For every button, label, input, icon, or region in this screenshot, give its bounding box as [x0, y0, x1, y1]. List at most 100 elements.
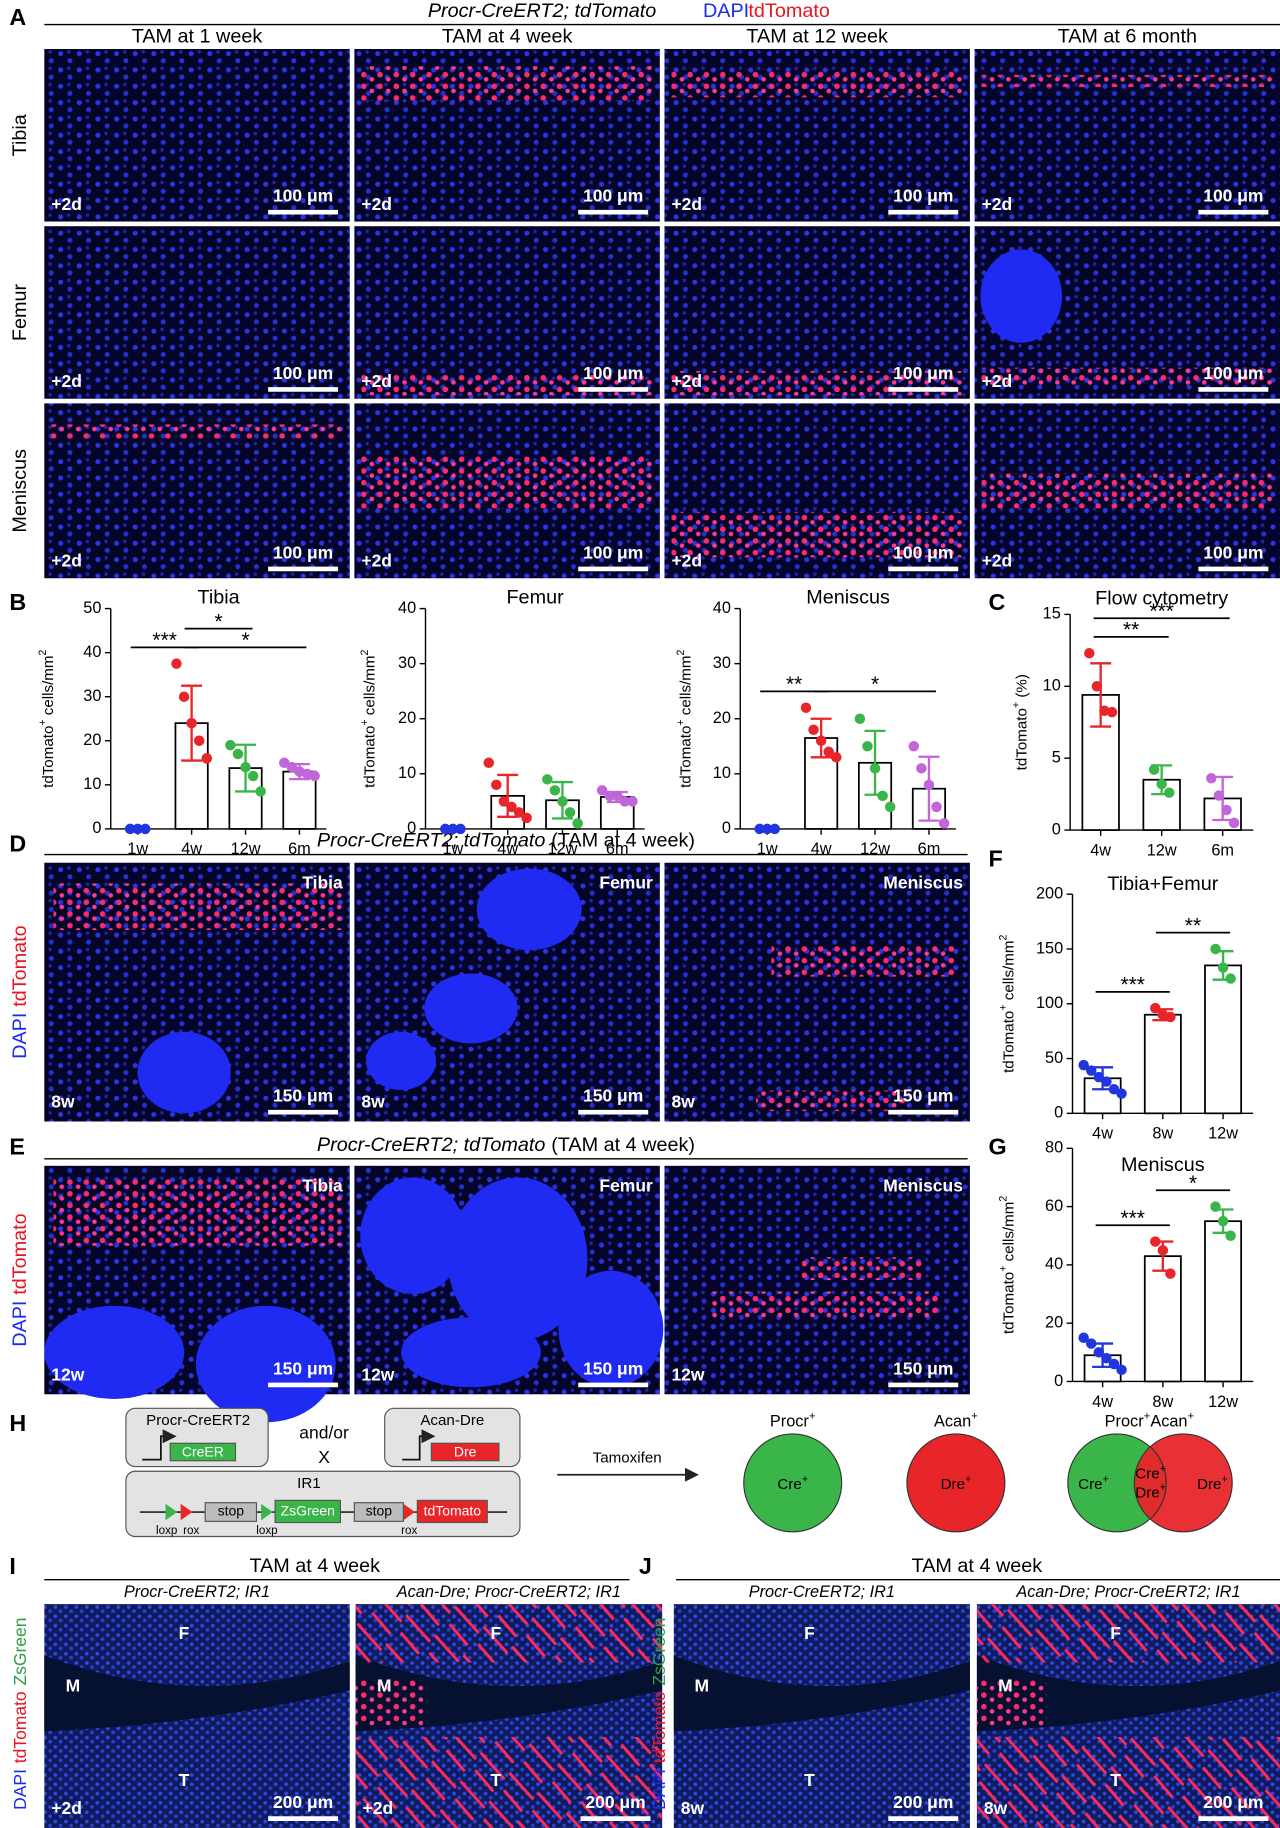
label-part: Cre [777, 1476, 801, 1493]
signal-overlay [355, 1678, 426, 1726]
x-tick-label: 6m [1211, 841, 1234, 859]
allele-name: Procr-CreERT2 [146, 1412, 250, 1429]
panel-header: Procr-CreERT2; tdTomato (TAM at 4 week) [317, 830, 695, 852]
scale-bar-label: 100 μm [583, 186, 643, 206]
gene-box [416, 1499, 488, 1524]
data-point [1213, 790, 1225, 801]
timepoint: +2d [363, 1798, 394, 1818]
row-label: Tibia [9, 113, 31, 156]
scale-bar-label: 100 μm [893, 542, 953, 562]
data-point [938, 818, 950, 829]
data-point [1150, 1236, 1161, 1247]
data-point [1225, 1230, 1236, 1241]
data-point [1221, 804, 1232, 816]
y-tick-label: 30 [398, 654, 416, 672]
timepoint: +2d [671, 371, 702, 391]
gene-label: Dre [454, 1443, 477, 1459]
joint-space [976, 1655, 1280, 1732]
label-part: cells/mm [678, 655, 695, 719]
label-part: 2 [37, 649, 49, 655]
label-part: 2 [998, 1196, 1010, 1202]
y-tick-label: 0 [1054, 1372, 1063, 1390]
scale-bar-label: 150 μm [893, 1358, 953, 1378]
row-label: Femur [9, 283, 31, 341]
circle-inner: Dre+ [1197, 1473, 1228, 1493]
micrograph [664, 226, 970, 399]
x-tick-label: 6m [288, 840, 311, 858]
data-point [140, 823, 151, 835]
data-point [761, 823, 773, 835]
data-point [769, 823, 781, 835]
signal-overlay [981, 74, 1274, 87]
y-tick-label: 80 [1045, 1139, 1063, 1157]
y-tick-label: 0 [92, 819, 101, 837]
y-tick-label: 0 [1054, 1104, 1063, 1122]
panel-label: G [989, 1133, 1007, 1159]
region-label: M [998, 1676, 1013, 1696]
data-point [831, 752, 842, 763]
joint-space [673, 1655, 970, 1732]
signal-overlay [981, 367, 1274, 385]
label-part: + [1160, 1463, 1166, 1475]
label-part: Dre [1197, 1476, 1221, 1493]
chart-title: Femur [506, 586, 564, 608]
scale-bar-label: 200 μm [893, 1792, 953, 1812]
genotype: Acan-Dre; Procr-CreERT2; IR1 [1015, 1583, 1240, 1601]
panel-header: Procr-CreERT2; tdTomato (TAM at 4 week) [317, 1134, 695, 1156]
genotype: Procr-CreERT2; tdTomato [428, 0, 656, 22]
label-part: cells/mm [1001, 941, 1018, 1005]
timepoint: 8w [671, 1091, 695, 1111]
scale-bar-label: 150 μm [583, 1358, 643, 1378]
stain-tdtomato: tdTomato [9, 925, 31, 1006]
signal-overlay [756, 1090, 909, 1112]
signal-overlay [981, 473, 1274, 509]
scale-bar-label: 150 μm [893, 1086, 953, 1106]
data-point [1091, 681, 1103, 692]
timepoint: +2d [671, 194, 702, 214]
x-tick-label: 6m [606, 840, 629, 858]
data-point [178, 691, 190, 702]
y-axis-label: tdTomato+ cells/mm2 [998, 935, 1018, 1073]
data-point [1217, 962, 1229, 973]
signal-overlay [976, 1737, 1280, 1828]
chart-title: Flow cytometry [1095, 587, 1228, 609]
panel-label: D [9, 830, 26, 856]
promoter-arrow [402, 1429, 436, 1461]
timepoint: 8w [984, 1798, 1008, 1818]
data-point [232, 748, 244, 760]
significance-label: * [214, 610, 222, 633]
significance-label: * [1189, 1172, 1197, 1195]
label-part: cells/mm [1001, 1202, 1018, 1266]
timepoint: +2d [982, 551, 1013, 571]
y-axis-label: tdTomato+ (%) [1010, 674, 1030, 770]
y-tick-label: 40 [398, 599, 416, 617]
signal-overlay [361, 455, 653, 509]
panel-label: F [989, 846, 1003, 872]
scale-bar-label: 150 μm [273, 1358, 333, 1378]
region-label: F [1110, 1623, 1121, 1643]
gene-label: ZsGreen [281, 1503, 335, 1519]
genotype: Procr-CreERT2; tdTomato [317, 1134, 545, 1156]
column-title: TAM at 6 month [1058, 26, 1197, 48]
gene-box [274, 1499, 341, 1524]
data-point [1164, 787, 1175, 798]
circle-inner: Cre+ [1078, 1473, 1109, 1493]
scale-bar-label: 100 μm [273, 363, 333, 383]
data-point [498, 796, 510, 807]
timepoint: +2d [361, 194, 392, 214]
stain-label: DAPI tdTomato ZsGreen [10, 1618, 30, 1810]
data-point [201, 753, 213, 764]
treatment: Tamoxifen [593, 1449, 662, 1466]
label-part: + [971, 1410, 978, 1422]
circle-inner: Cre+ [1135, 1463, 1166, 1483]
data-point [627, 796, 638, 807]
genotype: Procr-CreERT2; IR1 [749, 1583, 895, 1601]
gene-box [169, 1442, 237, 1462]
and-or: and/or [299, 1423, 349, 1443]
stain-dapi: DAPI [703, 0, 749, 22]
data-point [1093, 1071, 1105, 1083]
label-part: (%) [1013, 674, 1030, 702]
data-point [823, 746, 834, 758]
region-label: T [1110, 1770, 1121, 1790]
stain-zsgreen: ZsGreen [10, 1618, 30, 1686]
